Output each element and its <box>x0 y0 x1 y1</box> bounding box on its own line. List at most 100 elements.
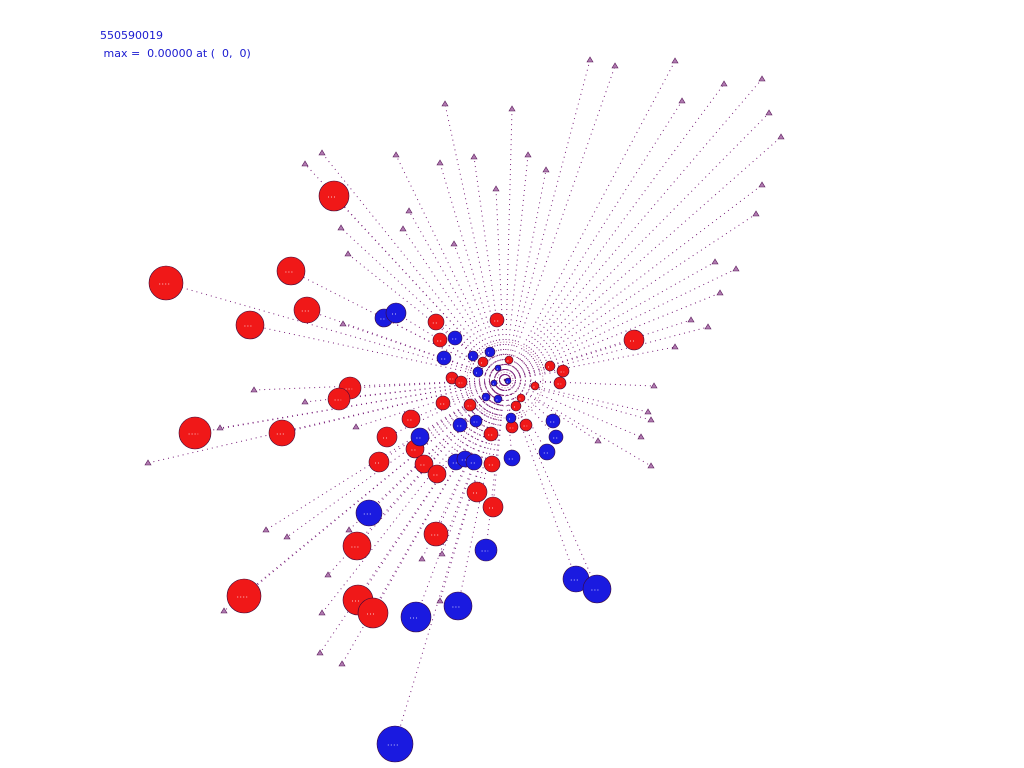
sphere <box>582 574 612 604</box>
marker <box>704 323 712 330</box>
sphere <box>342 531 372 561</box>
marker <box>644 408 652 415</box>
ray <box>321 152 506 381</box>
sphere <box>469 414 483 428</box>
ray <box>504 379 652 421</box>
sphere <box>436 350 452 366</box>
ray <box>394 379 506 745</box>
ray <box>338 379 506 400</box>
marker <box>438 550 446 557</box>
sphere <box>516 393 526 403</box>
marker <box>344 250 352 257</box>
marker <box>324 571 332 578</box>
marker <box>650 382 658 389</box>
marker <box>678 97 686 104</box>
sphere <box>357 597 389 629</box>
marker <box>220 607 228 614</box>
sphere <box>368 451 390 473</box>
sphere <box>376 426 398 448</box>
ray <box>475 379 506 422</box>
ray <box>504 213 757 381</box>
marker <box>262 526 270 533</box>
ray <box>469 379 506 406</box>
ray <box>439 162 506 381</box>
marker <box>318 149 326 156</box>
sphere <box>423 521 449 547</box>
ray <box>497 379 506 400</box>
marker <box>316 649 324 656</box>
ray <box>504 83 725 381</box>
ray <box>504 370 564 381</box>
sphere <box>466 481 488 503</box>
marker <box>720 80 728 87</box>
ring <box>496 371 514 389</box>
sphere <box>427 313 445 331</box>
marker <box>216 424 224 431</box>
sphere <box>178 416 212 450</box>
ray <box>265 379 506 531</box>
sphere <box>548 429 564 445</box>
marker <box>399 225 407 232</box>
sphere <box>268 419 296 447</box>
marker <box>492 185 500 192</box>
marker <box>283 533 291 540</box>
sphere <box>452 417 468 433</box>
ray <box>395 154 506 381</box>
sphere <box>519 418 533 432</box>
ray <box>504 100 683 381</box>
sphere <box>435 395 451 411</box>
ray <box>368 379 506 514</box>
ray <box>415 379 506 618</box>
ray <box>253 379 506 391</box>
sphere <box>481 392 491 402</box>
marker <box>345 526 353 533</box>
marker <box>392 151 400 158</box>
ray <box>454 337 506 381</box>
ray <box>504 78 763 381</box>
ray <box>504 169 547 381</box>
ray <box>443 357 506 381</box>
sphere <box>414 454 434 474</box>
sphere <box>544 360 556 372</box>
sphere <box>432 332 448 348</box>
ray <box>410 379 506 420</box>
marker <box>301 160 309 167</box>
sphere <box>443 591 473 621</box>
ray <box>419 379 506 438</box>
ray <box>504 319 692 381</box>
marker <box>524 151 532 158</box>
ray <box>504 379 554 422</box>
ray <box>504 59 591 381</box>
marker <box>777 133 785 140</box>
sphere <box>474 538 498 562</box>
markers <box>144 56 785 667</box>
sphere <box>505 412 517 424</box>
sphere <box>483 426 499 442</box>
ray <box>504 379 513 459</box>
marker <box>758 181 766 188</box>
ray <box>495 188 506 381</box>
marker <box>752 210 760 217</box>
marker <box>441 100 449 107</box>
sphere <box>504 355 514 365</box>
ray <box>504 379 649 413</box>
sphere <box>318 180 350 212</box>
ray <box>243 379 506 597</box>
ray <box>504 108 513 381</box>
ray <box>402 228 506 381</box>
sphere <box>472 366 484 378</box>
marker <box>250 386 258 393</box>
sphere <box>510 400 522 412</box>
ray <box>504 292 721 381</box>
ray <box>460 379 506 383</box>
ray <box>342 323 506 381</box>
ray <box>504 379 512 419</box>
sphere <box>385 302 407 324</box>
spheres <box>148 180 645 763</box>
sphere <box>427 464 447 484</box>
sphere <box>504 377 512 385</box>
marker <box>594 437 602 444</box>
ray <box>459 379 506 426</box>
ray <box>504 379 577 580</box>
